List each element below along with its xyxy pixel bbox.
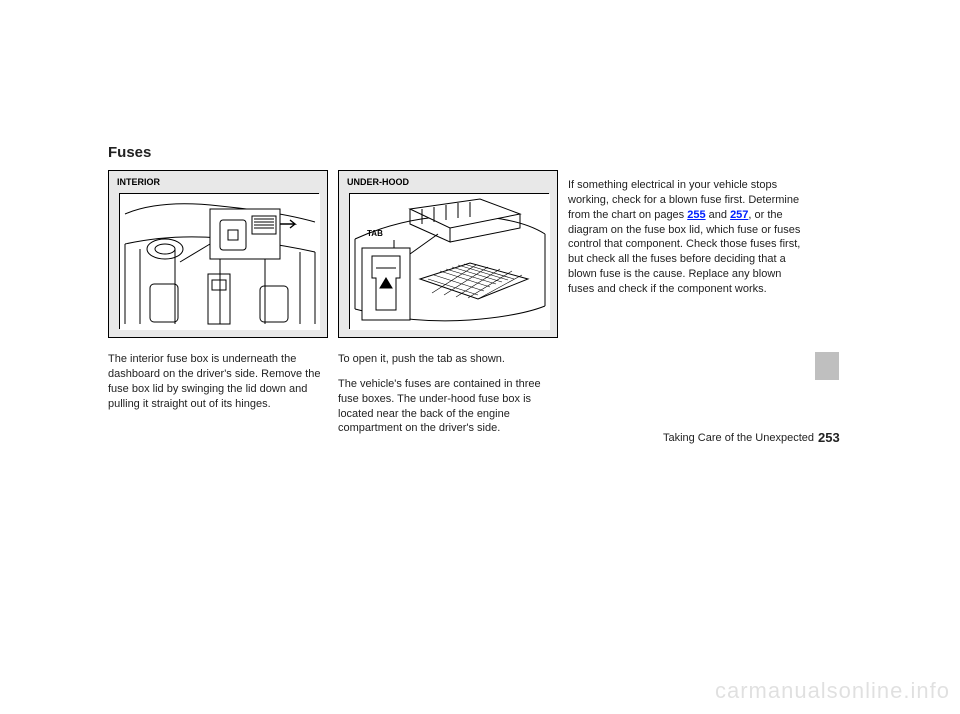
page-link-255[interactable]: 255 — [687, 209, 705, 221]
chapter-label: Taking Care of the Unexpected — [644, 432, 814, 444]
right-para-tail: , or the diagram on the fuse box lid, wh… — [568, 209, 800, 295]
page-number: 253 — [818, 430, 840, 445]
side-tab — [815, 352, 839, 380]
interior-illustration — [120, 194, 320, 330]
section-title: Fuses — [108, 144, 151, 161]
right-para: If something electrical in your vehicle … — [568, 178, 808, 297]
left-para-1: The interior fuse box is underneath the … — [108, 352, 328, 411]
underhood-illustration — [350, 194, 550, 330]
tab-label: TAB — [367, 229, 383, 238]
column-middle: To open it, push the tab as shown. The v… — [338, 352, 558, 436]
column-left: The interior fuse box is underneath the … — [108, 352, 328, 411]
page-link-257[interactable]: 257 — [730, 209, 748, 221]
figure-underhood-inner — [349, 193, 549, 329]
right-para-mid: and — [706, 209, 730, 221]
figure-interior-inner — [119, 193, 319, 329]
figure-underhood-label: UNDER-HOOD — [347, 177, 409, 187]
figure-interior: INTERIOR — [108, 170, 328, 338]
figure-interior-label: INTERIOR — [117, 177, 160, 187]
column-right: If something electrical in your vehicle … — [568, 178, 808, 297]
mid-para-2: The vehicle's fuses are contained in thr… — [338, 377, 558, 436]
figure-underhood: UNDER-HOOD — [338, 170, 558, 338]
page-root: INTERIOR — [0, 0, 960, 714]
mid-para-1: To open it, push the tab as shown. — [338, 352, 558, 367]
watermark: carmanualsonline.info — [715, 678, 950, 704]
